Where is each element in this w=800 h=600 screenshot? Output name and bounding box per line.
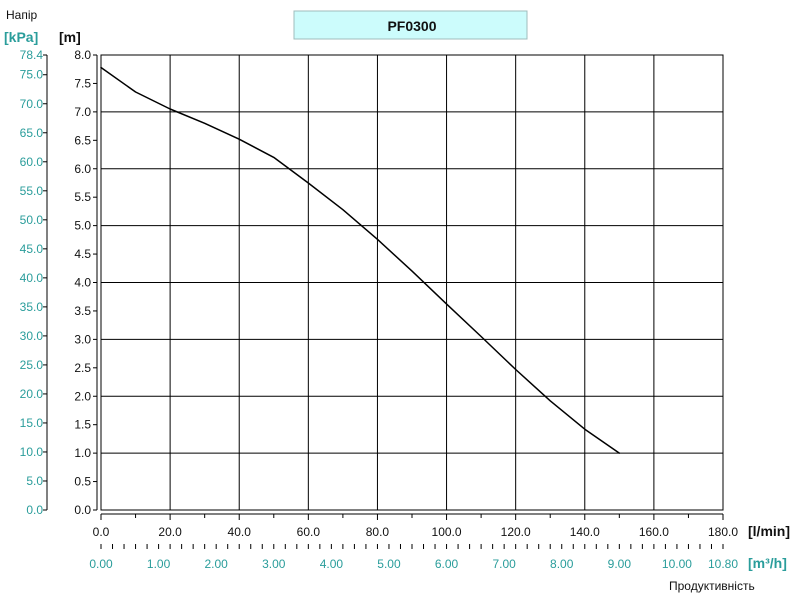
m3h-tick-label: 0.00	[89, 557, 113, 571]
kpa-tick-label: 40.0	[20, 271, 44, 285]
m3h-tick-label: 2.00	[205, 557, 229, 571]
x-axis-title: Продуктивність	[669, 579, 755, 593]
lmin-tick-label: 180.0	[708, 525, 738, 539]
kpa-tick-label: 20.0	[20, 387, 44, 401]
plot-frame	[100, 54, 724, 511]
m-tick-label: 1.5	[74, 418, 91, 432]
m-tick-label: 5.0	[74, 219, 91, 233]
kpa-tick-label: 30.0	[20, 329, 44, 343]
lmin-tick-label: 40.0	[228, 525, 252, 539]
lmin-tick-label: 0.0	[93, 525, 110, 539]
m-tick-label: 7.0	[74, 105, 91, 119]
m-tick-label: 4.5	[74, 247, 91, 261]
kpa-tick-label: 70.0	[20, 97, 44, 111]
x-m3h-unit: [m³/h]	[748, 555, 787, 571]
m-tick-label: 7.5	[74, 76, 91, 90]
kpa-tick-label: 5.0	[26, 474, 43, 488]
m-tick-label: 3.5	[74, 304, 91, 318]
axis-ticks	[43, 54, 724, 549]
m-tick-label: 1.0	[74, 446, 91, 460]
m3h-tick-label: 7.00	[492, 557, 516, 571]
m3h-tick-label: 4.00	[320, 557, 344, 571]
kpa-tick-label: 78.4	[20, 48, 44, 62]
kpa-tick-label: 65.0	[20, 126, 44, 140]
m3h-tick-label: 6.00	[435, 557, 459, 571]
tick-labels: 0.0 0.5 1.0 1.5 2.0 2.5 3.0 3.5 4.0 4.5 5.0 5.5 6.0 6…	[20, 48, 739, 571]
m3h-tick-label: 8.00	[550, 557, 574, 571]
m-tick-label: 2.5	[74, 361, 91, 375]
m-tick-label: 8.0	[74, 48, 91, 62]
m-tick-label: 6.0	[74, 162, 91, 176]
m-tick-label: 4.0	[74, 276, 91, 290]
m-tick-label: 2.0	[74, 389, 91, 403]
kpa-tick-label: 25.0	[20, 358, 44, 372]
performance-curve	[100, 66, 621, 454]
y-m-unit: [m]	[59, 29, 81, 45]
x-lmin-unit: [l/min]	[748, 523, 790, 539]
kpa-tick-label: 50.0	[20, 213, 44, 227]
m3h-tick-label: 9.00	[608, 557, 632, 571]
lmin-tick-label: 80.0	[366, 525, 390, 539]
m3h-tick-label: 5.00	[377, 557, 401, 571]
grid	[101, 55, 723, 510]
m3h-tick-label: 10.00	[662, 557, 692, 571]
y-axis-title: Напір	[6, 8, 38, 22]
lmin-tick-label: 120.0	[501, 525, 531, 539]
lmin-tick-label: 100.0	[432, 525, 462, 539]
title-box	[293, 10, 528, 40]
kpa-tick-label: 60.0	[20, 155, 44, 169]
lmin-tick-label: 20.0	[158, 525, 182, 539]
y-kpa-unit: [kPa]	[4, 29, 38, 45]
lmin-tick-label: 60.0	[297, 525, 321, 539]
kpa-tick-label: 35.0	[20, 300, 44, 314]
m3h-tick-label: 1.00	[147, 557, 171, 571]
lmin-tick-label: 160.0	[639, 525, 669, 539]
m3h-tick-label: 10.80	[708, 557, 738, 571]
m3h-tick-label: 3.00	[262, 557, 286, 571]
m-tick-label: 0.0	[74, 503, 91, 517]
m-tick-label: 5.5	[74, 190, 91, 204]
kpa-tick-label: 10.0	[20, 445, 44, 459]
kpa-tick-label: 15.0	[20, 416, 44, 430]
m-tick-label: 0.5	[74, 475, 91, 489]
m-tick-label: 3.0	[74, 332, 91, 346]
kpa-tick-label: 75.0	[20, 68, 44, 82]
kpa-tick-label: 55.0	[20, 184, 44, 198]
lmin-tick-label: 140.0	[570, 525, 600, 539]
kpa-tick-label: 45.0	[20, 242, 44, 256]
kpa-tick-label: 0.0	[26, 503, 43, 517]
series-layer	[100, 66, 621, 454]
chart-title: PF0300	[387, 18, 436, 34]
m-tick-label: 6.5	[74, 133, 91, 147]
